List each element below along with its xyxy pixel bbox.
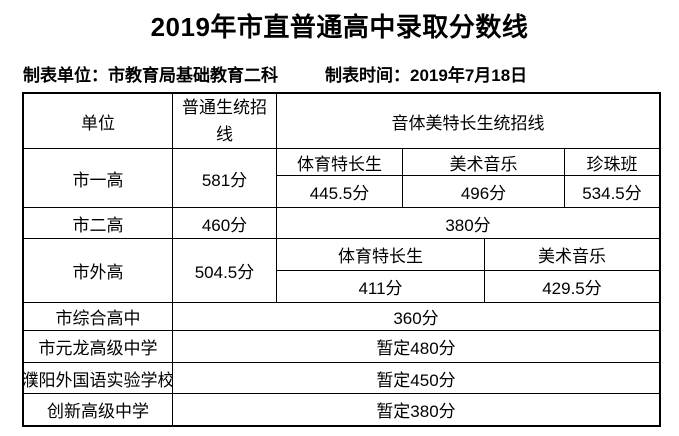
school-name-shiwaigao: 市外高 xyxy=(24,239,172,302)
school-name-shiyigao: 市一高 xyxy=(24,149,172,207)
school-name-waiguoyu: 濮阳外国语实验学校 xyxy=(22,363,175,393)
score-yuanlong: 暂定480分 xyxy=(173,331,659,362)
special-label-art-music: 美术音乐 xyxy=(403,149,564,175)
regular-score-shiwaigao: 504.5分 xyxy=(173,239,276,302)
score-zonghe: 360分 xyxy=(173,303,659,330)
special-score-pearl-class: 534.5分 xyxy=(565,176,659,207)
meta-row: 制表单位：市教育局基础教育二科 制表时间：2019年7月18日 xyxy=(23,61,527,86)
header-special-line: 音体美特长生统招线 xyxy=(277,94,659,148)
special-label-pearl-class: 珍珠班 xyxy=(565,149,659,175)
special-score-art-music: 496分 xyxy=(403,176,564,207)
special-score-sports: 445.5分 xyxy=(277,176,402,207)
special-label-sports-shiwaigao: 体育特长生 xyxy=(277,239,484,270)
header-unit: 单位 xyxy=(24,94,172,148)
special-score-sports-shiwaigao: 411分 xyxy=(277,271,484,302)
school-name-yuanlong: 市元龙高级中学 xyxy=(24,331,172,362)
special-score-art-music-shiwaigao: 429.5分 xyxy=(485,271,659,302)
table-date-label: 制表时间：2019年7月18日 xyxy=(325,66,528,85)
school-name-shiergao: 市二高 xyxy=(24,208,172,238)
score-table: 单位 普通生统招线 音体美特长生统招线 市一高 581分 体育特长生 美术音乐 … xyxy=(22,92,661,427)
page-title: 2019年市直普通高中录取分数线 xyxy=(150,12,529,42)
table-maker-label: 制表单位：市教育局基础教育二科 xyxy=(23,66,278,85)
school-name-chuangxin: 创新高级中学 xyxy=(24,394,172,425)
special-label-sports: 体育特长生 xyxy=(277,149,402,175)
special-score-shiergao: 380分 xyxy=(277,208,659,238)
special-label-art-music-shiwaigao: 美术音乐 xyxy=(485,239,659,270)
header-regular-line: 普通生统招线 xyxy=(173,94,276,148)
school-name-zonghe: 市综合高中 xyxy=(24,303,172,330)
regular-score-shiergao: 460分 xyxy=(173,208,276,238)
score-waiguoyu: 暂定450分 xyxy=(173,363,659,393)
score-chuangxin: 暂定380分 xyxy=(173,394,659,425)
regular-score-shiyigao: 581分 xyxy=(173,149,276,207)
